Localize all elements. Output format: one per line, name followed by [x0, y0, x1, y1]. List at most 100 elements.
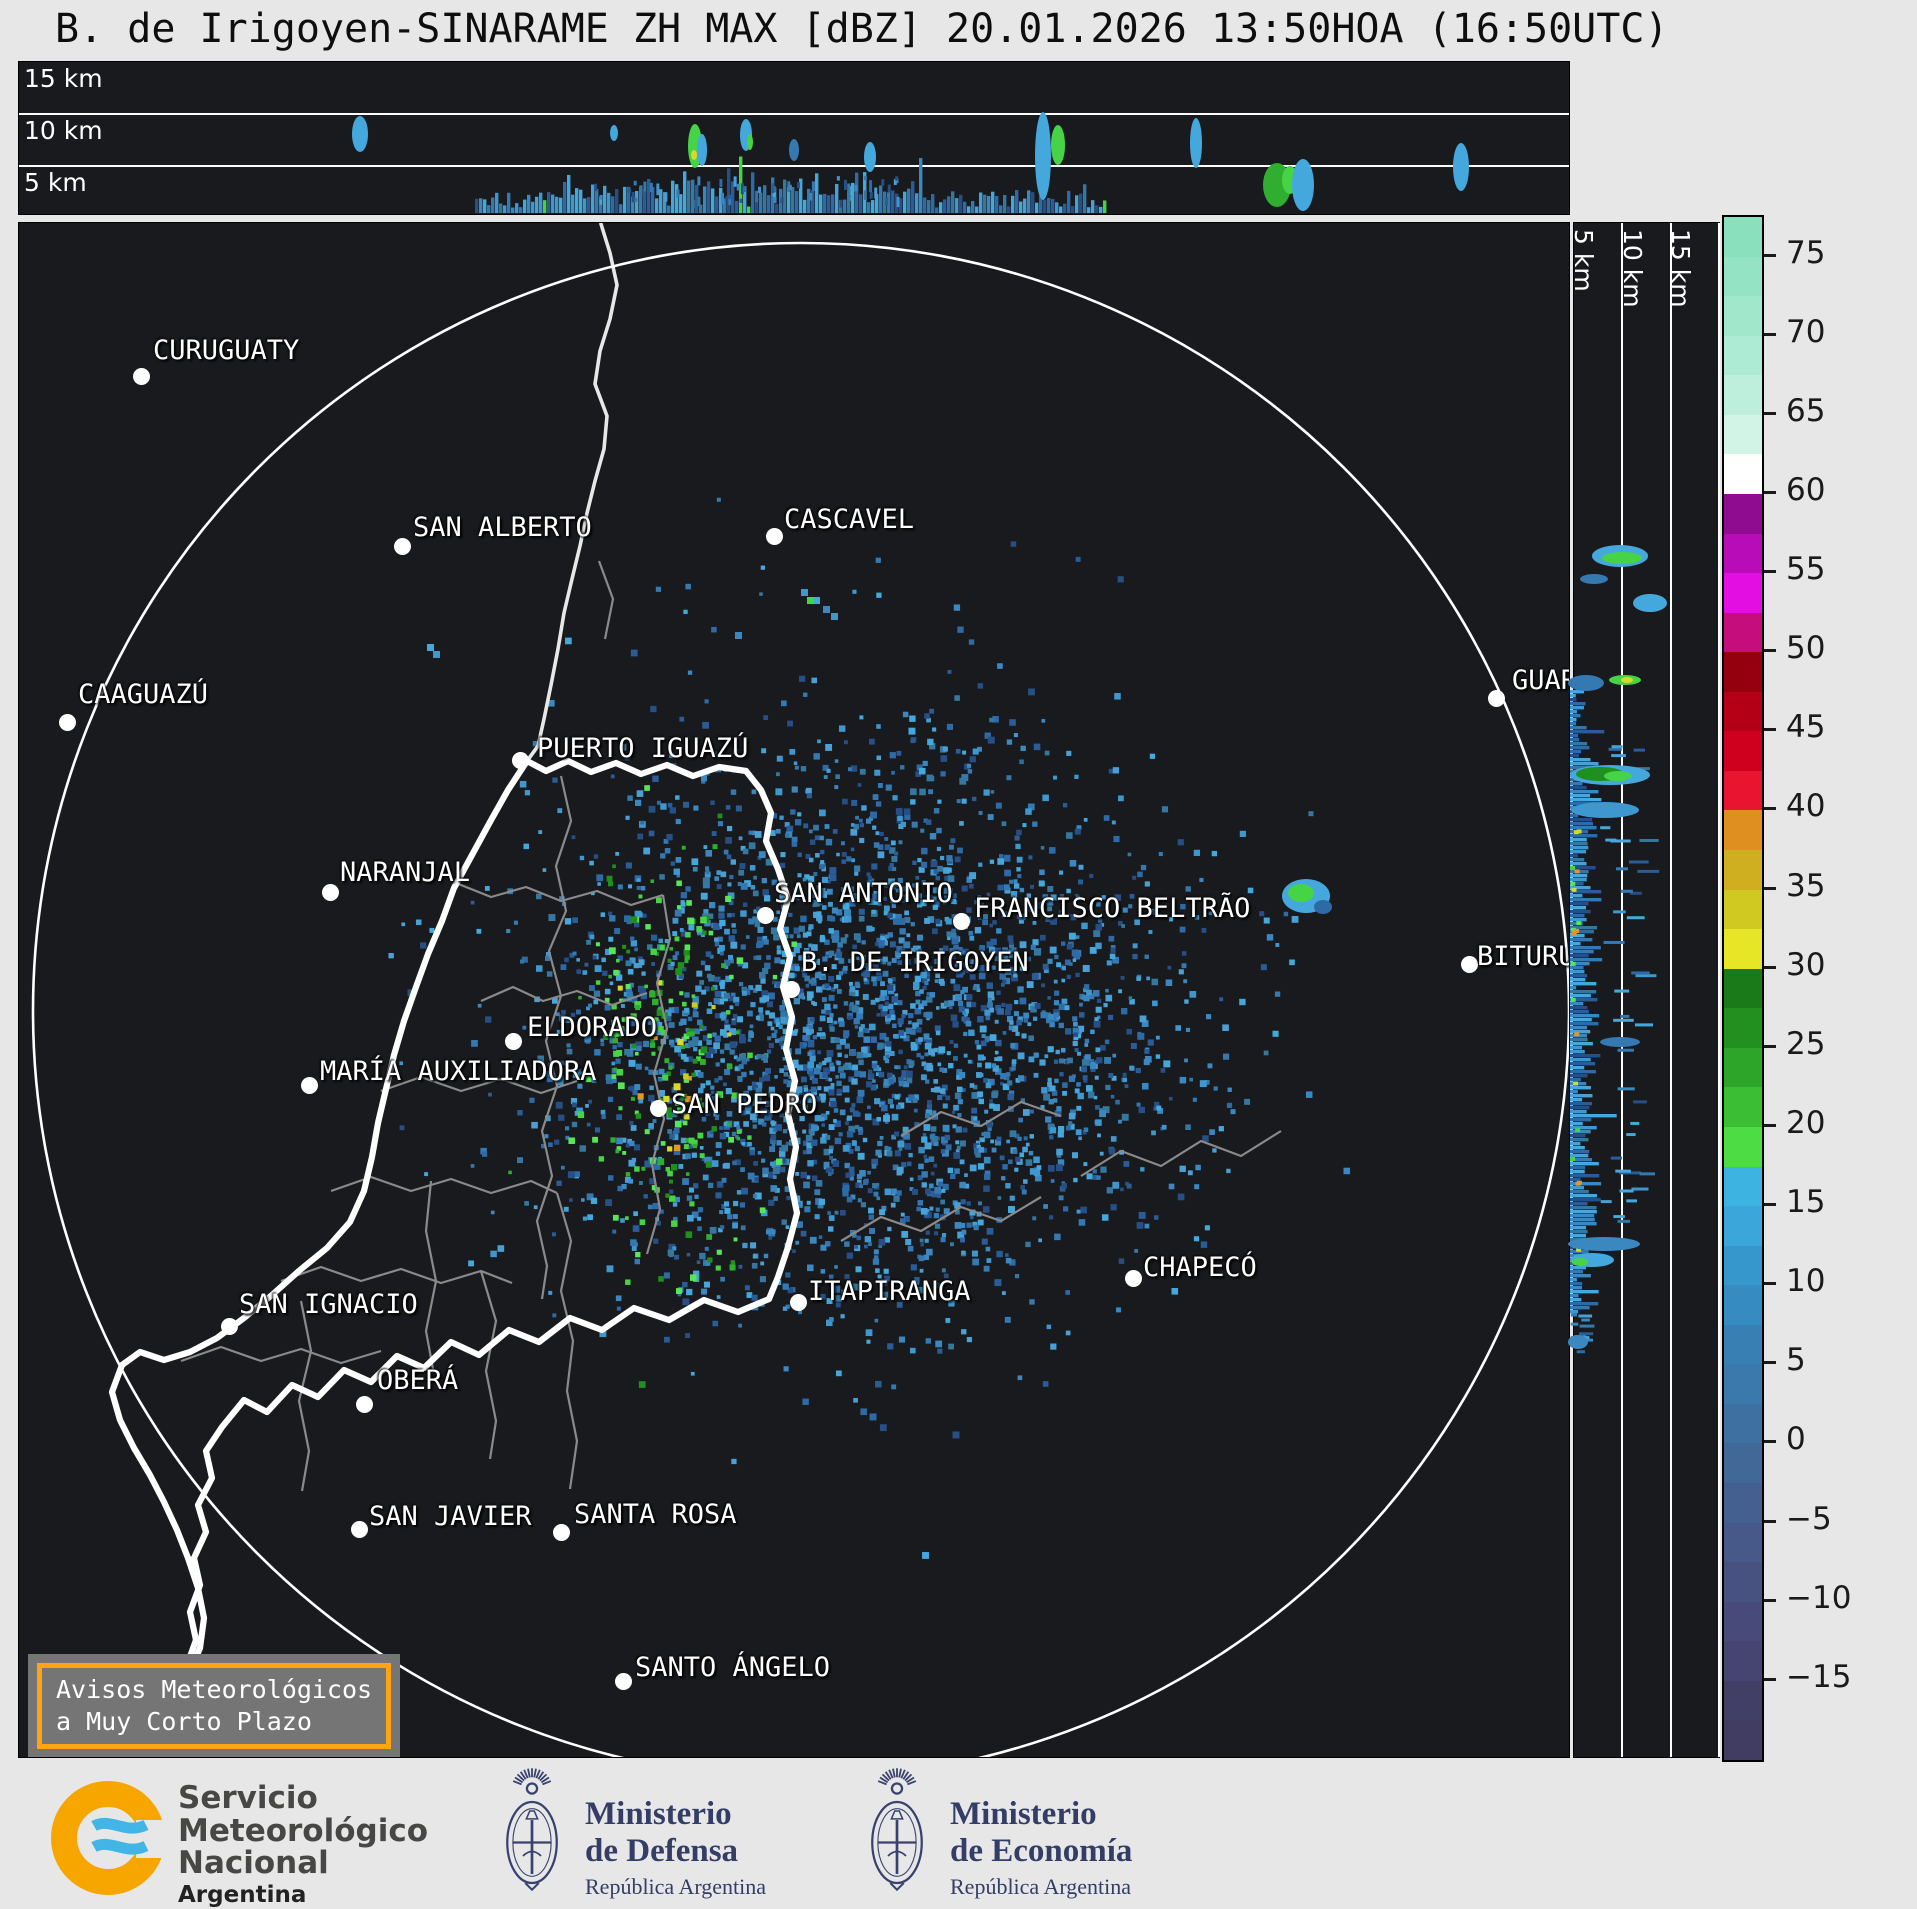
city-dot: [783, 981, 800, 998]
altitude-label-5km-v: 5 km: [1569, 229, 1598, 292]
colorbar-tick: [1764, 1282, 1776, 1286]
colorbar-segment: [1724, 1562, 1762, 1602]
colorbar-tick-label: 10: [1786, 1263, 1826, 1300]
colorbar-segment: [1724, 296, 1762, 336]
city-label: CURUGUATY: [153, 335, 300, 366]
colorbar-tick: [1764, 253, 1776, 257]
colorbar-segment: [1724, 1324, 1762, 1365]
smn-logo-icon: [51, 1781, 180, 1895]
colorbar-tick-label: 5: [1786, 1342, 1806, 1379]
reflectivity-colorbar: [1722, 215, 1764, 1762]
colorbar-segment: [1724, 1364, 1762, 1404]
colorbar-tick-label: 15: [1786, 1184, 1826, 1221]
city-label: PUERTO IGUAZÚ: [537, 733, 749, 764]
colorbar-tick: [1764, 728, 1776, 732]
colorbar-segment: [1724, 1601, 1762, 1642]
colorbar-tick-label: 25: [1786, 1025, 1826, 1062]
advisory-box[interactable]: Avisos Meteorológicos a Muy Corto Plazo: [28, 1654, 401, 1757]
colorbar-segment: [1724, 1641, 1762, 1681]
colorbar-segment: [1724, 414, 1762, 455]
colorbar-segment: [1724, 573, 1762, 613]
colorbar-segment: [1724, 731, 1762, 771]
city-dot: [1488, 690, 1505, 707]
colorbar-tick: [1764, 490, 1776, 494]
advisory-line2: a Muy Corto Plazo: [56, 1707, 312, 1736]
colorbar-segment: [1724, 1443, 1762, 1483]
colorbar-tick-label: 20: [1786, 1104, 1826, 1141]
colorbar-tick-label: 75: [1786, 234, 1826, 271]
city-label: SAN ANTONIO: [774, 878, 953, 909]
city-dot: [351, 1521, 368, 1538]
colorbar-tick-label: 0: [1786, 1421, 1806, 1458]
city-label: CAAGUAZÚ: [78, 679, 209, 710]
altitude-label-10km: 10 km: [24, 116, 103, 145]
defensa-coat-of-arms-icon: [506, 1768, 558, 1892]
colorbar-tick: [1764, 965, 1776, 969]
colorbar-tick: [1764, 649, 1776, 653]
colorbar-segment: [1724, 810, 1762, 850]
colorbar-tick-label: 35: [1786, 867, 1826, 904]
city-dot: [322, 884, 339, 901]
city-label: OBERÁ: [377, 1365, 459, 1396]
advisory-line1: Avisos Meteorológicos: [56, 1675, 373, 1704]
colorbar-segment: [1724, 929, 1762, 969]
radar-map-canvas: [31, 223, 1569, 1757]
colorbar-tick-label: 40: [1786, 788, 1826, 825]
altitude-label-5km: 5 km: [24, 168, 87, 197]
city-dot: [356, 1396, 373, 1413]
colorbar-segment: [1724, 1680, 1762, 1721]
colorbar-tick-label: −10: [1786, 1579, 1852, 1616]
colorbar-tick: [1764, 411, 1776, 415]
colorbar-segment: [1724, 256, 1762, 297]
city-label: SAN JAVIER: [369, 1501, 532, 1532]
colorbar-segment: [1724, 1483, 1762, 1523]
colorbar-segment: [1724, 1245, 1762, 1286]
right-cross-section-panel: 5 km 10 km 15 km: [1569, 222, 1720, 1758]
colorbar-tick: [1764, 332, 1776, 336]
city-dot: [512, 752, 529, 769]
colorbar-segment: [1724, 1047, 1762, 1088]
city-label: B. DE IRIGOYEN: [801, 947, 1029, 978]
colorbar-segment: [1724, 968, 1762, 1009]
colorbar-tick: [1764, 1440, 1776, 1444]
economia-logo-text: Ministerio de Economía República Argenti…: [950, 1796, 1133, 1899]
colorbar-tick: [1764, 1044, 1776, 1048]
colorbar-segment: [1724, 1166, 1762, 1207]
colorbar-tick: [1764, 570, 1776, 574]
city-dot: [221, 1318, 238, 1335]
city-dot: [301, 1077, 318, 1094]
smn-logo-text: Servicio Meteorológico Nacional Argentin…: [178, 1780, 429, 1908]
colorbar-tick: [1764, 807, 1776, 811]
colorbar-segment: [1724, 1126, 1762, 1167]
city-dot: [505, 1033, 522, 1050]
top-panel-10km-gridline: [19, 113, 1569, 115]
colorbar-segment: [1724, 691, 1762, 732]
colorbar-tick: [1764, 1123, 1776, 1127]
city-dot: [1461, 956, 1478, 973]
city-dot: [1125, 1270, 1142, 1287]
colorbar-tick-label: 30: [1786, 946, 1826, 983]
city-label: ITAPIRANGA: [808, 1276, 971, 1307]
colorbar-segment: [1724, 850, 1762, 890]
colorbar-tick-label: 65: [1786, 392, 1826, 429]
top-cross-section-panel: 15 km 10 km 5 km: [18, 61, 1570, 215]
colorbar-tick-label: 50: [1786, 630, 1826, 667]
colorbar-tick: [1764, 886, 1776, 890]
colorbar-segment: [1724, 652, 1762, 692]
economia-coat-of-arms-icon: [871, 1768, 923, 1892]
city-label: MARÍA AUXILIADORA: [320, 1056, 597, 1087]
right-panel-10km-gridline: [1670, 223, 1672, 1757]
right-panel-5km-gridline: [1621, 223, 1623, 1757]
top-panel-5km-gridline: [19, 165, 1569, 167]
colorbar-tick: [1764, 1519, 1776, 1523]
colorbar-tick-label: −5: [1786, 1500, 1832, 1537]
colorbar-segment: [1724, 889, 1762, 930]
colorbar-tick-label: 70: [1786, 313, 1826, 350]
altitude-label-15km-v: 15 km: [1666, 229, 1695, 308]
smn-argentina-label: Argentina: [178, 1881, 307, 1908]
colorbar-segment: [1724, 533, 1762, 574]
colorbar-tick: [1764, 1677, 1776, 1681]
colorbar-tick-label: 45: [1786, 709, 1826, 746]
colorbar-segment: [1724, 1285, 1762, 1325]
